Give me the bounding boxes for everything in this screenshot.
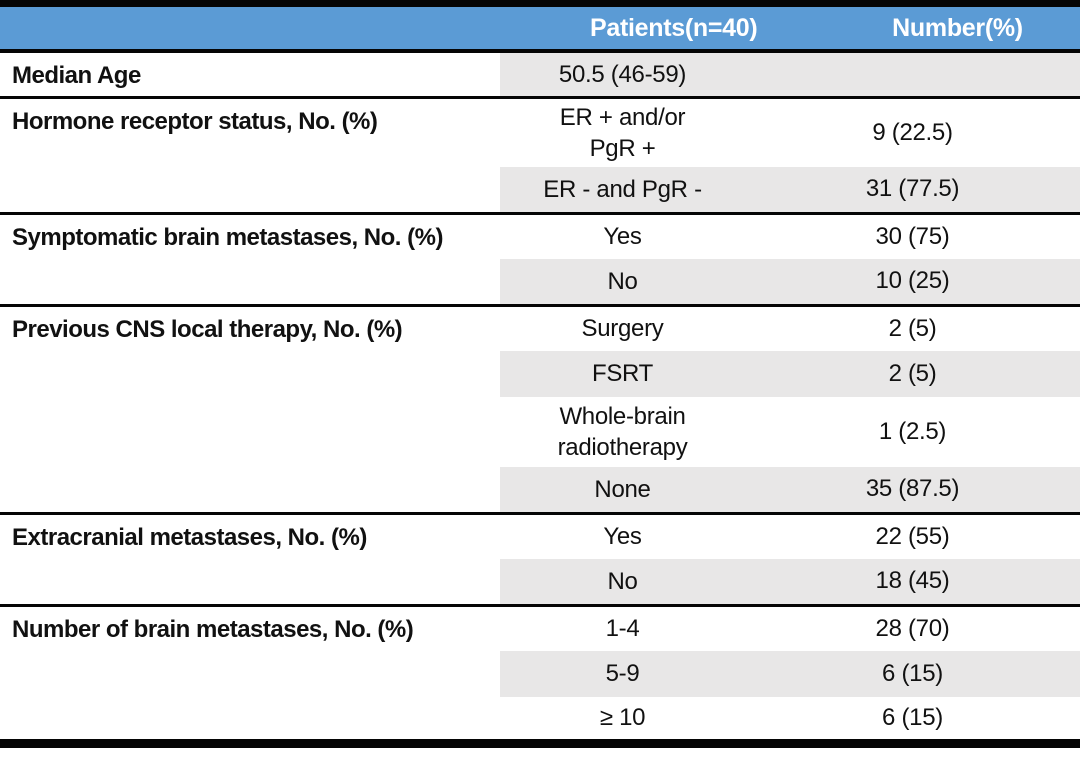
cell-number <box>745 51 1080 99</box>
table-header-row: Patients(n=40) Number(%) <box>0 3 1080 53</box>
row-label-previous-cns-local-therapy: Previous CNS local therapy, No. (%) <box>0 305 500 515</box>
table-row: Hormone receptor status, No. (%) ER + an… <box>0 97 1080 215</box>
cell-number: 9 (22.5) <box>872 118 953 146</box>
row-label-symptomatic-brain-metastases: Symptomatic brain metastases, No. (%) <box>0 213 500 307</box>
cell-number: 6 (15) <box>882 703 943 731</box>
cell-patients: ER - and PgR - <box>500 167 745 215</box>
cell-patients: Whole-brain radiotherapy <box>557 402 688 461</box>
table-row: Extracranial metastases, No. (%) Yes 22 … <box>0 513 1080 607</box>
cell-patients: Yes <box>603 523 642 551</box>
cell-number: 28 (70) <box>875 614 950 642</box>
table-row: Previous CNS local therapy, No. (%) Surg… <box>0 305 1080 515</box>
cell-number: 22 (55) <box>875 522 950 550</box>
cell-number: 35 (87.5) <box>745 467 1080 515</box>
cell-patients: Surgery <box>581 315 664 343</box>
cell-patients: ≥ 10 <box>599 704 646 732</box>
cell-number: 18 (45) <box>745 559 1080 607</box>
cell-number: 30 (75) <box>875 222 950 250</box>
cell-number: 1 (2.5) <box>878 418 947 445</box>
cell-number: 10 (25) <box>745 259 1080 307</box>
cell-patients: None <box>500 467 745 515</box>
header-number: Number(%) <box>745 3 1080 53</box>
table-row: 5-9 6 (15) <box>0 651 1080 697</box>
cell-patients: No <box>500 259 745 307</box>
cell-number: 31 (77.5) <box>745 167 1080 215</box>
header-patients: Patients(n=40) <box>500 3 758 53</box>
cell-patients: FSRT <box>500 351 745 397</box>
cell-patients: ER + and/or PgR + <box>559 103 686 162</box>
table-row: No 18 (45) <box>0 559 1080 607</box>
cell-patients: 1-4 <box>605 615 640 643</box>
table-row: Number of brain metastases, No. (%) 1-4 … <box>0 605 1080 743</box>
cell-number: 2 (5) <box>745 351 1080 397</box>
table-row: None 35 (87.5) <box>0 467 1080 515</box>
row-label-median-age: Median Age <box>0 51 500 99</box>
row-label-hormone-receptor-status: Hormone receptor status, No. (%) <box>0 97 500 215</box>
cell-number: 6 (15) <box>745 651 1080 697</box>
header-empty-cell <box>0 3 500 53</box>
cell-patients: 5-9 <box>500 651 745 697</box>
cell-patients: Yes <box>603 223 642 251</box>
cell-patients: 50.5 (46-59) <box>500 51 745 99</box>
table-row: ER - and PgR - 31 (77.5) <box>0 167 1080 215</box>
table-row: Symptomatic brain metastases, No. (%) Ye… <box>0 213 1080 307</box>
cell-patients: No <box>500 559 745 607</box>
table-row: FSRT 2 (5) <box>0 351 1080 397</box>
cell-number: 2 (5) <box>888 314 937 342</box>
table-row: No 10 (25) <box>0 259 1080 307</box>
patient-characteristics-table: Patients(n=40) Number(%) Median Age 50.5… <box>0 0 1080 748</box>
table-row: Whole-brain radiotherapy 1 (2.5) <box>0 397 1080 467</box>
table-row: ≥ 10 6 (15) <box>0 697 1080 743</box>
table-row: Median Age 50.5 (46-59) <box>0 51 1080 99</box>
row-label-extracranial-metastases: Extracranial metastases, No. (%) <box>0 513 500 607</box>
row-label-number-of-brain-metastases: Number of brain metastases, No. (%) <box>0 605 500 743</box>
